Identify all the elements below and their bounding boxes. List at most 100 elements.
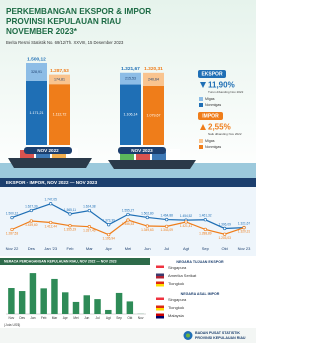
export-country: Tiongkok — [168, 281, 184, 286]
export-badge: EKSPOR — [201, 72, 223, 78]
migas-label: 240,64 — [148, 77, 159, 81]
x-tick-label: Sep — [116, 316, 122, 320]
point — [68, 224, 72, 228]
flag-stripe — [156, 300, 164, 303]
total-label: 1.500,12 — [27, 56, 46, 62]
import-country: Malaysia — [168, 313, 185, 318]
flag-stripe — [156, 316, 164, 319]
import-countries-title: NEGARA ASAL IMPOR — [181, 292, 220, 296]
migas-bar — [26, 62, 47, 81]
value-label: 1.500,12 — [6, 211, 19, 215]
nonmigas-bar — [143, 85, 164, 145]
point — [223, 226, 227, 231]
value-label: 1.288,89 — [199, 231, 212, 235]
balance-title-bar — [0, 258, 150, 265]
balance-chart-title: NERACA PERDAGANGAN KEPULAUAN RIAU, NOV 2… — [4, 260, 117, 264]
migas-bar — [120, 72, 141, 85]
page: { "header": { "title_lines": ["PERKEMBAN… — [0, 0, 256, 343]
footer-line: BADAN PUSAT STATISTIK — [195, 331, 240, 335]
point — [126, 218, 130, 222]
migas-label: 215,53 — [125, 77, 136, 81]
point — [165, 224, 169, 229]
migas-label: 174,81 — [54, 77, 65, 81]
point — [107, 223, 111, 227]
migas-bar — [49, 74, 70, 85]
x-tick-label: Apr — [106, 246, 113, 251]
value-label: 1.320,31 — [238, 230, 251, 234]
footer-bg — [0, 328, 256, 343]
x-tick-label: Mar — [52, 316, 58, 320]
category-label: NOV 2023 — [131, 148, 153, 153]
x-tick-label: Agt — [183, 246, 190, 251]
bar — [29, 273, 37, 314]
x-tick-label: Jul — [95, 316, 99, 320]
x-tick-label: Mar — [86, 246, 94, 251]
subtitle: Berita Resmi Statistik No. 69/12/Th. XXV… — [6, 40, 124, 45]
value-label: 1.337,46 — [83, 229, 96, 233]
x-tick-label: Agt — [106, 316, 111, 320]
bar — [18, 291, 26, 314]
value-label: 1.627,39 — [25, 204, 38, 208]
x-tick-label: Jun — [84, 316, 89, 320]
bar — [62, 292, 69, 314]
x-tick-label: Mei — [125, 246, 132, 251]
title-line: NOVEMBER 2023* — [6, 27, 78, 36]
point — [242, 226, 246, 230]
bar — [105, 309, 112, 314]
value-label: 1.555,27 — [122, 208, 135, 212]
value-label: 1.343,09 — [160, 228, 173, 232]
nonmigas-bar — [49, 84, 70, 145]
x-tick-label: Nov 23 — [238, 246, 251, 251]
point — [10, 215, 14, 220]
category-label: NOV 2022 — [37, 148, 59, 153]
bar — [126, 301, 134, 314]
value-label: 1.565,11 — [64, 208, 76, 212]
x-tick-label: Apr — [63, 316, 69, 320]
point — [203, 218, 207, 222]
up-arrow — [200, 124, 206, 130]
export-country: Singapura — [168, 265, 187, 270]
bar — [83, 295, 90, 314]
export-badge-bg — [198, 70, 226, 78]
x-tick-label: Des — [28, 246, 35, 251]
flag-stripe — [156, 276, 164, 279]
x-tick-label: Jan — [30, 316, 35, 320]
export-countries-title: NEGARA TUJUAN EKSPOR — [176, 260, 224, 264]
category-pill — [24, 147, 72, 154]
value-label: 1.624,38 — [83, 204, 96, 208]
title-line: PROVINSI KEPULAUAN RIAU — [6, 17, 121, 26]
flag-stripe — [156, 284, 164, 287]
line-section-bg — [0, 178, 256, 256]
point — [145, 224, 149, 228]
legend-label: Nonmigas — [205, 145, 221, 149]
migas-bar — [143, 72, 164, 86]
nonmigas-label: 1.106,14 — [124, 113, 138, 117]
x-tick-label: Jun — [144, 246, 150, 251]
migas-label: 328,91 — [31, 70, 42, 74]
value-label: 1.421,41 — [180, 224, 193, 228]
x-tick-label: Feb — [41, 316, 47, 320]
import-change: 2,55% — [208, 123, 231, 132]
point — [87, 208, 91, 213]
x-tick-label: Mei — [73, 316, 78, 320]
balance-unit: (Juta US$) — [4, 323, 20, 327]
total-label: 1.320,31 — [144, 66, 163, 72]
bar — [72, 301, 80, 314]
value-label: 1.349,63 — [141, 228, 154, 232]
x-tick-label: Okt — [222, 246, 229, 251]
flag-stripe — [156, 308, 164, 311]
down-arrow — [200, 82, 206, 88]
value-label: 1.195,94 — [102, 236, 115, 240]
bar — [8, 288, 15, 314]
nonmigas-label: 1.112,72 — [53, 113, 67, 117]
import-country: Tiongkok — [168, 305, 184, 310]
total-label: 1.287,53 — [50, 68, 69, 74]
legend-swatch — [199, 145, 203, 149]
line-chart-title: EKSPOR - IMPOR, NOV 2022 — NOV 2023 — [6, 180, 98, 185]
import-badge-bg — [198, 112, 223, 120]
bar — [115, 292, 123, 314]
point — [184, 220, 188, 224]
nonmigas-bar — [120, 84, 141, 145]
value-label: 1.502,80 — [141, 211, 154, 215]
x-tick-label: Jan '23 — [44, 246, 58, 251]
